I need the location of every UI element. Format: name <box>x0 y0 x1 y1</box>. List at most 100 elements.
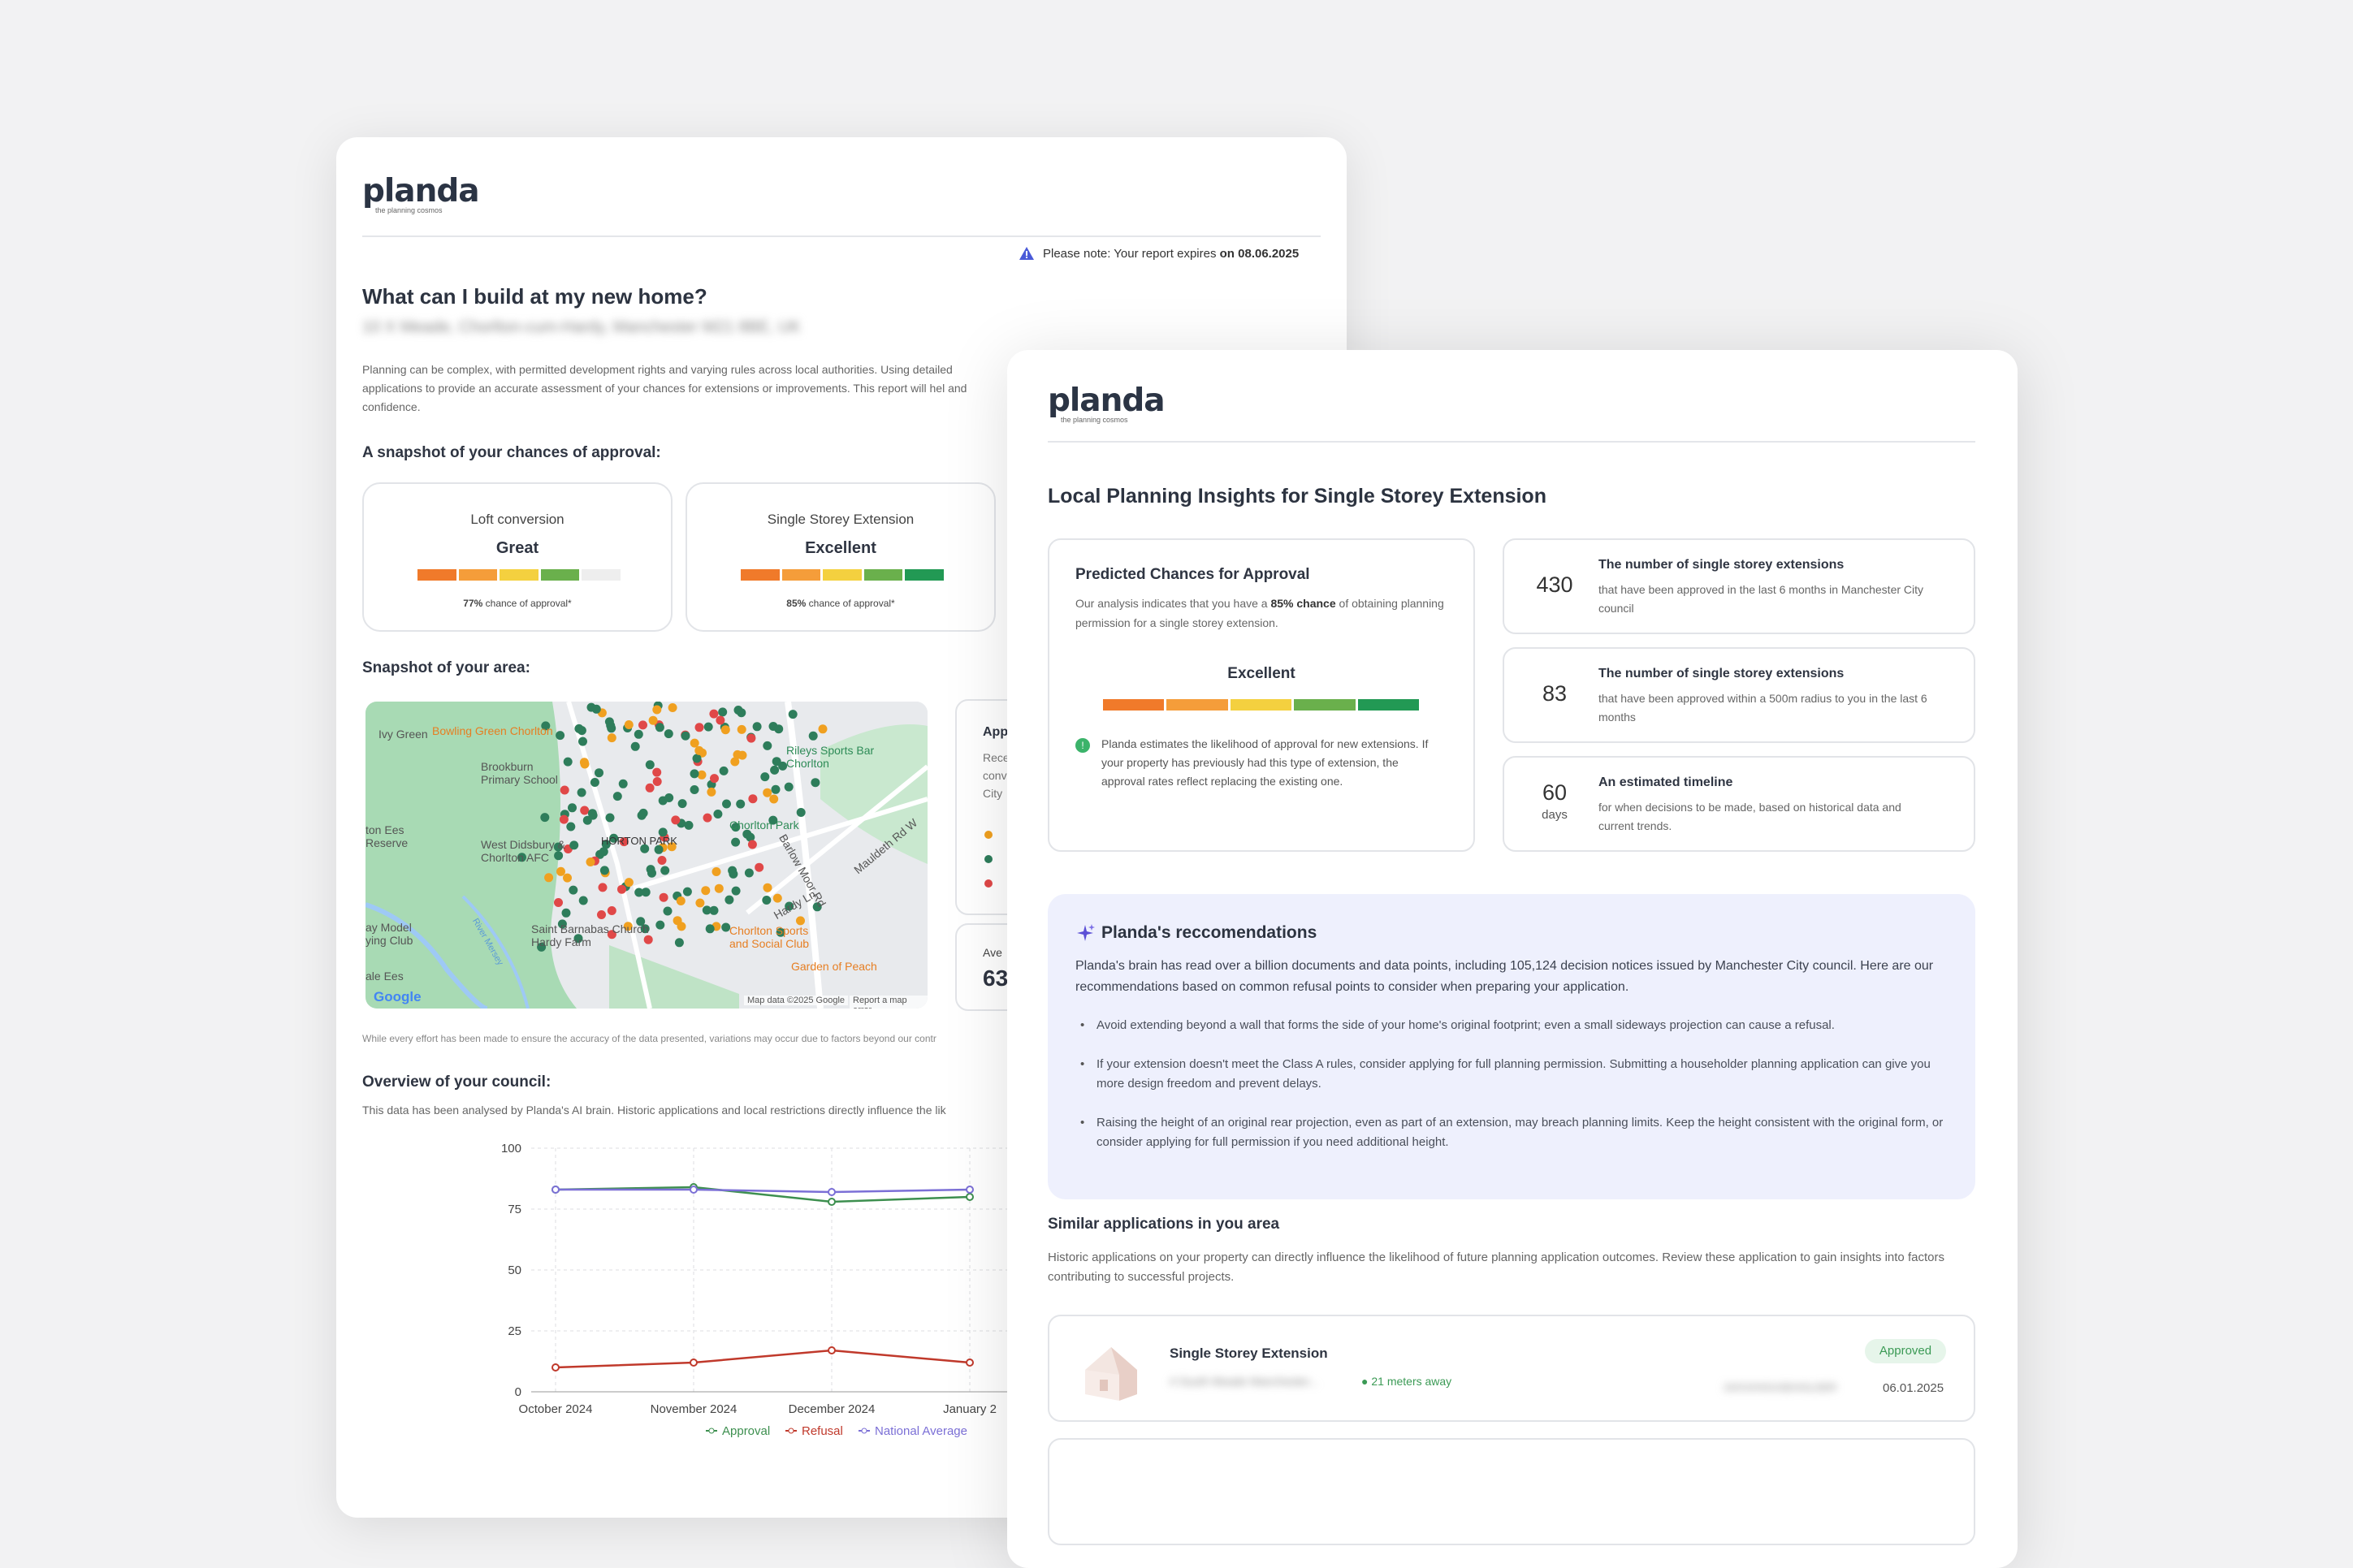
map-marker[interactable] <box>623 922 633 931</box>
map-marker[interactable] <box>553 842 563 852</box>
map-marker[interactable] <box>746 733 756 743</box>
map-marker[interactable] <box>737 750 747 760</box>
map-marker[interactable] <box>716 715 725 725</box>
map-marker[interactable] <box>634 729 643 739</box>
map-marker[interactable] <box>760 772 770 782</box>
map-marker[interactable] <box>652 767 662 777</box>
map-marker[interactable] <box>659 892 668 902</box>
map-marker[interactable] <box>604 717 614 727</box>
map-marker[interactable] <box>664 793 674 802</box>
map-marker[interactable] <box>690 738 699 748</box>
map-marker[interactable] <box>556 866 565 876</box>
map-marker[interactable] <box>796 808 806 817</box>
map-marker[interactable] <box>598 883 608 892</box>
map-marker[interactable] <box>590 778 599 787</box>
map-marker[interactable] <box>634 888 644 897</box>
map-marker[interactable] <box>655 723 664 732</box>
map-marker[interactable] <box>705 924 715 934</box>
map-marker[interactable] <box>722 799 731 809</box>
map-marker[interactable] <box>574 724 584 733</box>
map-marker[interactable] <box>694 745 704 755</box>
map-marker[interactable] <box>714 883 724 893</box>
map-marker[interactable] <box>748 794 758 804</box>
map-marker[interactable] <box>578 736 587 746</box>
map-marker[interactable] <box>719 766 729 775</box>
map-marker[interactable] <box>612 792 622 801</box>
map-marker[interactable] <box>763 788 772 797</box>
map-marker[interactable] <box>724 895 734 905</box>
map-marker[interactable] <box>674 938 684 948</box>
map-marker[interactable] <box>561 908 571 918</box>
map-marker[interactable] <box>563 873 572 883</box>
map-marker[interactable] <box>638 808 648 818</box>
map-marker[interactable] <box>563 757 573 767</box>
map-marker[interactable] <box>664 729 673 739</box>
map-marker[interactable] <box>774 724 784 734</box>
map-marker[interactable] <box>772 893 782 903</box>
map-marker[interactable] <box>702 905 712 915</box>
map-marker[interactable] <box>681 731 690 741</box>
map-marker[interactable] <box>731 837 741 847</box>
map-marker[interactable] <box>818 724 828 734</box>
map-marker[interactable] <box>668 703 677 712</box>
map-marker[interactable] <box>660 866 670 875</box>
map-marker[interactable] <box>569 840 579 850</box>
map-marker[interactable] <box>624 878 634 888</box>
map-marker[interactable] <box>595 849 605 859</box>
map-marker[interactable] <box>641 888 651 897</box>
map-marker[interactable] <box>609 833 619 843</box>
map-marker[interactable] <box>648 715 658 725</box>
map-marker[interactable] <box>746 832 755 842</box>
map-marker[interactable] <box>769 794 779 804</box>
map-marker[interactable] <box>587 809 597 819</box>
map-marker[interactable] <box>652 777 662 786</box>
map-marker[interactable] <box>578 896 588 905</box>
map-marker[interactable] <box>752 722 762 732</box>
map-marker[interactable] <box>645 783 655 793</box>
map-marker[interactable] <box>762 896 772 905</box>
map-marker[interactable] <box>541 721 551 731</box>
map-marker[interactable] <box>684 820 694 830</box>
map-marker[interactable] <box>554 898 563 907</box>
map-marker[interactable] <box>517 853 526 862</box>
map-marker[interactable] <box>647 868 656 878</box>
map-marker[interactable] <box>556 731 565 741</box>
map-marker[interactable] <box>730 757 740 767</box>
map-marker[interactable] <box>737 724 746 734</box>
map-marker[interactable] <box>645 760 655 770</box>
map-marker[interactable] <box>619 837 629 847</box>
map-marker[interactable] <box>557 919 567 929</box>
map-marker[interactable] <box>709 905 719 915</box>
map-marker[interactable] <box>703 722 713 732</box>
application-card-next[interactable] <box>1048 1438 1975 1545</box>
map-marker[interactable] <box>731 886 741 896</box>
map-marker[interactable] <box>676 896 686 905</box>
map-marker[interactable] <box>736 799 746 809</box>
map-marker[interactable] <box>768 815 778 825</box>
map-marker[interactable] <box>643 935 653 944</box>
map-marker[interactable] <box>655 920 665 930</box>
area-map[interactable]: Ivy Green Bowling Green Chorlton Brookbu… <box>365 702 928 1009</box>
map-marker[interactable] <box>566 822 576 832</box>
map-marker[interactable] <box>537 942 547 952</box>
map-marker[interactable] <box>597 910 606 919</box>
map-marker[interactable] <box>540 813 550 823</box>
map-marker[interactable] <box>703 813 712 823</box>
map-marker[interactable] <box>694 723 704 732</box>
map-marker[interactable] <box>607 930 616 940</box>
map-marker[interactable] <box>690 785 699 794</box>
map-marker[interactable] <box>671 815 681 825</box>
map-marker[interactable] <box>712 867 721 876</box>
map-marker[interactable] <box>690 769 699 779</box>
map-marker[interactable] <box>709 709 719 719</box>
map-marker[interactable] <box>713 810 723 819</box>
map-marker[interactable] <box>652 705 662 715</box>
map-marker[interactable] <box>663 906 673 916</box>
map-marker[interactable] <box>657 856 667 865</box>
map-marker[interactable] <box>580 759 590 769</box>
map-marker[interactable] <box>607 733 616 743</box>
map-marker[interactable] <box>770 765 780 775</box>
map-marker[interactable] <box>695 898 705 908</box>
map-marker[interactable] <box>763 741 772 750</box>
map-marker[interactable] <box>617 884 626 894</box>
